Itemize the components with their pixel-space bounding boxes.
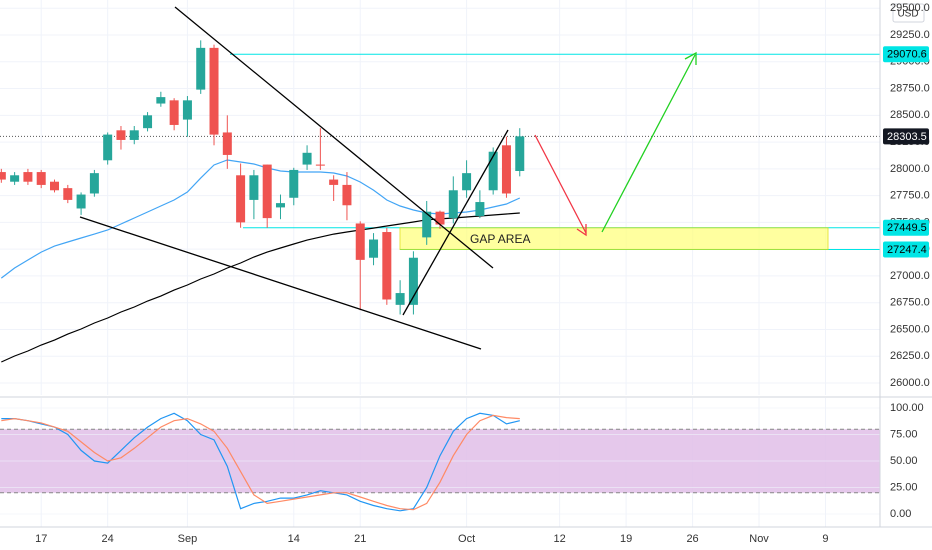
y-tick-label: 26000.0: [890, 377, 930, 389]
y-tick-label: 29250.0: [890, 29, 930, 41]
candle-body: [76, 194, 86, 209]
y-tick-label: 50.00: [890, 455, 918, 467]
x-tick-label: 21: [354, 533, 366, 545]
candle-body: [143, 115, 153, 129]
oscillator-pane: [0, 398, 880, 527]
candle-body: [395, 293, 405, 305]
line: [1, 414, 520, 511]
x-tick-label: 26: [686, 533, 698, 545]
arrow-head: [576, 224, 587, 237]
trend-line: [174, 6, 494, 269]
candle-body: [501, 145, 511, 194]
candle-body: [103, 134, 113, 161]
x-tick-label: 14: [288, 533, 300, 545]
candle-body: [302, 152, 312, 165]
arrow-head: [684, 51, 697, 65]
candle-body: [289, 169, 299, 198]
candle-body: [475, 202, 485, 216]
gap-zone: [399, 227, 829, 250]
x-tick-label: 17: [35, 533, 47, 545]
y-tick-label: 26500.0: [890, 323, 930, 335]
candle-body: [408, 257, 418, 305]
currency: USD: [897, 9, 918, 20]
y-tick-label: 28000.0: [890, 163, 930, 175]
y-tick-label: 75.00: [890, 428, 918, 440]
price-tag-label: 27449.5: [887, 222, 927, 234]
y-tick-label: 28750.0: [890, 82, 930, 94]
candle-body: [315, 164, 325, 166]
candle-body: [129, 130, 139, 140]
candle-body: [63, 188, 73, 200]
candle-body: [435, 211, 445, 225]
arrow: [601, 54, 696, 233]
candle-body: [0, 172, 6, 180]
candle-body: [249, 175, 259, 200]
candle-body: [382, 232, 392, 300]
price-pane: [0, 0, 880, 395]
trend-line: [402, 129, 509, 316]
x-tick-label: 12: [554, 533, 566, 545]
line: [1, 412, 520, 512]
candle-body: [369, 239, 379, 258]
candle-body: [209, 47, 219, 135]
y-tick-label: 27750.0: [890, 190, 930, 202]
arrow: [534, 134, 587, 234]
x-tick-label: 19: [620, 533, 632, 545]
x-tick-label: Oct: [458, 533, 475, 545]
candle-body: [488, 151, 498, 191]
candle-body: [89, 173, 99, 194]
candle-body: [169, 100, 179, 125]
candle-body: [462, 173, 472, 191]
x-tick-label: 9: [822, 533, 828, 545]
line: [0, 159, 521, 279]
candle-body: [342, 184, 352, 206]
price-tag-label: 28303.5: [887, 131, 927, 143]
candle-body: [262, 164, 272, 219]
y-tick-label: 100.00: [890, 402, 924, 414]
x-tick-label: Nov: [749, 533, 769, 545]
x-tick-label: 24: [102, 533, 114, 545]
annotation: GAP AREA: [470, 232, 530, 246]
candle-body: [515, 136, 525, 171]
candle-body: [422, 211, 432, 238]
y-tick-label: 29500.0: [890, 2, 930, 14]
price-tag: [883, 46, 929, 63]
candle-body: [329, 179, 339, 185]
candle-body: [196, 47, 206, 90]
candle-body: [236, 175, 246, 223]
price-tag: [883, 128, 929, 145]
candle-body: [10, 175, 20, 182]
price-tag-label: 29070.6: [887, 49, 927, 61]
candle-body: [116, 130, 126, 140]
y-tick-label: 26750.0: [890, 297, 930, 309]
candle-body: [50, 181, 60, 191]
currency-box[interactable]: [892, 3, 925, 23]
candle-body: [355, 223, 365, 260]
drawings: GAP AREA: [79, 6, 697, 350]
candle-body: [275, 203, 285, 208]
candle-body: [448, 190, 458, 219]
candle-body: [182, 100, 192, 120]
y-tick-label: 26250.0: [890, 350, 930, 362]
candle-body: [36, 172, 46, 185]
price-tag-label: 27247.4: [887, 244, 927, 256]
x-tick-label: Sep: [178, 533, 198, 545]
y-tick-label: 0.00: [890, 508, 911, 520]
price-tag: [883, 241, 929, 258]
y-tick-label: 25.00: [890, 481, 918, 493]
trend-line: [79, 216, 482, 350]
candle-body: [23, 172, 33, 182]
price-tag: [883, 219, 929, 236]
candle-body: [156, 97, 166, 104]
candle-body: [222, 132, 232, 155]
y-tick-label: 28500.0: [890, 109, 930, 121]
y-tick-label: 27000.0: [890, 270, 930, 282]
